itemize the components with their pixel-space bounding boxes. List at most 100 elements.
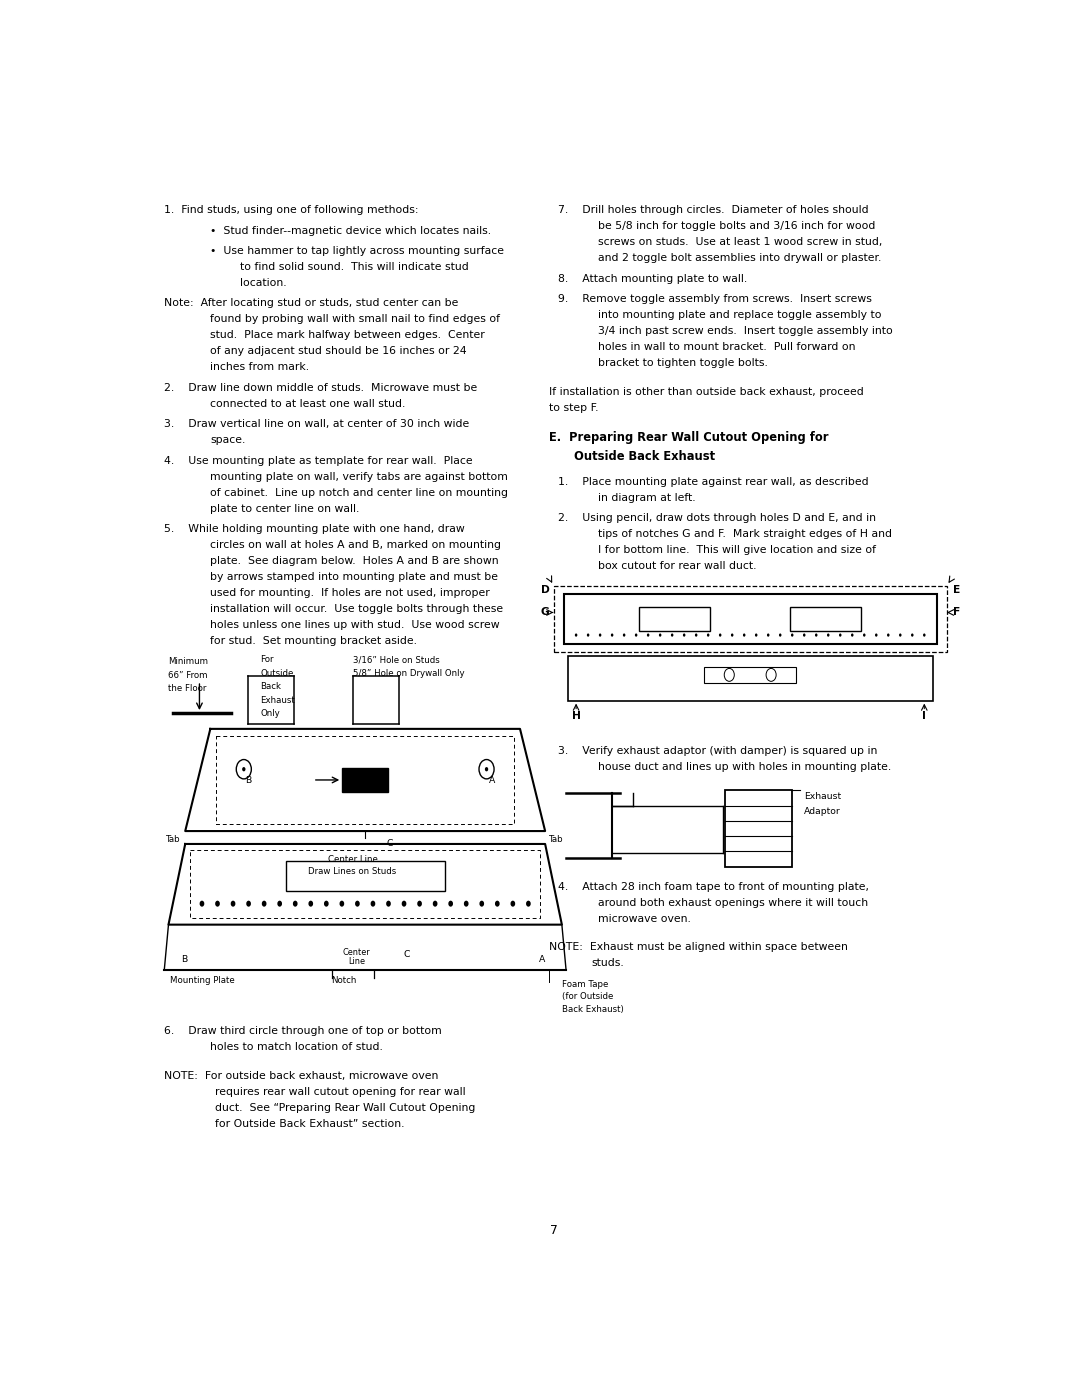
Text: holes unless one lines up with stud.  Use wood screw: holes unless one lines up with stud. Use… bbox=[211, 620, 500, 630]
Text: If installation is other than outside back exhaust, proceed: If installation is other than outside ba… bbox=[550, 387, 864, 397]
Circle shape bbox=[278, 901, 282, 907]
Text: 66” From: 66” From bbox=[168, 671, 208, 680]
Text: 3.    Draw vertical line on wall, at center of 30 inch wide: 3. Draw vertical line on wall, at center… bbox=[164, 419, 470, 429]
Text: of cabinet.  Line up notch and center line on mounting: of cabinet. Line up notch and center lin… bbox=[211, 488, 509, 497]
Text: A: A bbox=[539, 956, 545, 964]
Text: Exhaust: Exhaust bbox=[805, 792, 841, 802]
Circle shape bbox=[802, 633, 806, 637]
Text: found by probing wall with small nail to find edges of: found by probing wall with small nail to… bbox=[211, 314, 500, 324]
Text: Center Line: Center Line bbox=[327, 855, 378, 863]
Circle shape bbox=[791, 633, 794, 637]
Text: 4.    Attach 28 inch foam tape to front of mounting plate,: 4. Attach 28 inch foam tape to front of … bbox=[557, 882, 868, 891]
Text: H: H bbox=[571, 711, 581, 721]
Text: into mounting plate and replace toggle assembly to: into mounting plate and replace toggle a… bbox=[598, 310, 881, 320]
Circle shape bbox=[611, 633, 613, 637]
Text: NOTE:  Exhaust must be aligned within space between: NOTE: Exhaust must be aligned within spa… bbox=[550, 942, 848, 953]
Text: Center: Center bbox=[343, 949, 370, 957]
Text: duct.  See “Preparing Rear Wall Cutout Opening: duct. See “Preparing Rear Wall Cutout Op… bbox=[215, 1102, 475, 1112]
Text: B: B bbox=[181, 956, 187, 964]
Text: •  Use hammer to tap lightly across mounting surface: • Use hammer to tap lightly across mount… bbox=[211, 246, 504, 256]
Text: 7.    Drill holes through circles.  Diameter of holes should: 7. Drill holes through circles. Diameter… bbox=[557, 205, 868, 215]
Text: 8.    Attach mounting plate to wall.: 8. Attach mounting plate to wall. bbox=[557, 274, 747, 284]
Circle shape bbox=[731, 633, 733, 637]
Text: Tab: Tab bbox=[166, 835, 181, 844]
Text: around both exhaust openings where it will touch: around both exhaust openings where it wi… bbox=[598, 898, 868, 908]
Text: box cutout for rear wall duct.: box cutout for rear wall duct. bbox=[598, 562, 756, 571]
Circle shape bbox=[309, 901, 313, 907]
Circle shape bbox=[355, 901, 360, 907]
Circle shape bbox=[755, 633, 757, 637]
Text: be 5/8 inch for toggle bolts and 3/16 inch for wood: be 5/8 inch for toggle bolts and 3/16 in… bbox=[598, 221, 875, 232]
Circle shape bbox=[402, 901, 406, 907]
Text: installation will occur.  Use toggle bolts through these: installation will occur. Use toggle bolt… bbox=[211, 604, 503, 615]
Circle shape bbox=[215, 901, 220, 907]
Text: to step F.: to step F. bbox=[550, 402, 598, 412]
Text: 2.    Draw line down middle of studs.  Microwave must be: 2. Draw line down middle of studs. Micro… bbox=[164, 383, 477, 393]
Text: For: For bbox=[260, 655, 274, 664]
Circle shape bbox=[851, 633, 853, 637]
Text: Line: Line bbox=[349, 957, 365, 965]
Circle shape bbox=[526, 901, 530, 907]
Text: the Floor: the Floor bbox=[168, 685, 207, 693]
Text: 5.    While holding mounting plate with one hand, draw: 5. While holding mounting plate with one… bbox=[164, 524, 465, 535]
Circle shape bbox=[586, 633, 590, 637]
Text: Only: Only bbox=[260, 710, 281, 718]
Circle shape bbox=[370, 901, 375, 907]
Text: for stud.  Set mounting bracket aside.: for stud. Set mounting bracket aside. bbox=[211, 636, 417, 645]
Text: Adaptor: Adaptor bbox=[805, 806, 841, 816]
Text: 3/4 inch past screw ends.  Insert toggle assembly into: 3/4 inch past screw ends. Insert toggle … bbox=[598, 327, 892, 337]
Circle shape bbox=[683, 633, 686, 637]
Text: E.  Preparing Rear Wall Cutout Opening for: E. Preparing Rear Wall Cutout Opening fo… bbox=[550, 432, 828, 444]
Text: 4.    Use mounting plate as template for rear wall.  Place: 4. Use mounting plate as template for re… bbox=[164, 455, 473, 467]
Text: stud.  Place mark halfway between edges.  Center: stud. Place mark halfway between edges. … bbox=[211, 330, 485, 341]
Circle shape bbox=[899, 633, 902, 637]
Circle shape bbox=[767, 633, 769, 637]
Circle shape bbox=[912, 633, 914, 637]
Text: of any adjacent stud should be 16 inches or 24: of any adjacent stud should be 16 inches… bbox=[211, 346, 467, 356]
Circle shape bbox=[511, 901, 515, 907]
Circle shape bbox=[707, 633, 710, 637]
Text: NOTE:  For outside back exhaust, microwave oven: NOTE: For outside back exhaust, microwav… bbox=[164, 1071, 438, 1081]
Circle shape bbox=[417, 901, 422, 907]
Circle shape bbox=[635, 633, 637, 637]
Circle shape bbox=[387, 901, 391, 907]
Text: 2.    Using pencil, draw dots through holes D and E, and in: 2. Using pencil, draw dots through holes… bbox=[557, 513, 876, 524]
Text: Outside Back Exhaust: Outside Back Exhaust bbox=[575, 450, 716, 462]
Text: Tab: Tab bbox=[550, 835, 564, 844]
Text: location.: location. bbox=[240, 278, 286, 288]
Circle shape bbox=[623, 633, 625, 637]
Text: requires rear wall cutout opening for rear wall: requires rear wall cutout opening for re… bbox=[215, 1087, 465, 1097]
Text: (for Outside: (for Outside bbox=[562, 992, 613, 1002]
Text: Notch: Notch bbox=[332, 977, 356, 985]
Text: plate.  See diagram below.  Holes A and B are shown: plate. See diagram below. Holes A and B … bbox=[211, 556, 499, 566]
Text: plate to center line on wall.: plate to center line on wall. bbox=[211, 504, 360, 514]
Text: space.: space. bbox=[211, 436, 246, 446]
Text: B: B bbox=[245, 775, 252, 785]
Text: I for bottom line.  This will give location and size of: I for bottom line. This will give locati… bbox=[598, 545, 876, 555]
Text: studs.: studs. bbox=[591, 958, 624, 968]
Text: inches from mark.: inches from mark. bbox=[211, 362, 310, 372]
Circle shape bbox=[827, 633, 829, 637]
Circle shape bbox=[647, 633, 649, 637]
Circle shape bbox=[495, 901, 500, 907]
Text: holes to match location of stud.: holes to match location of stud. bbox=[211, 1042, 383, 1052]
Text: holes in wall to mount bracket.  Pull forward on: holes in wall to mount bracket. Pull for… bbox=[598, 342, 855, 352]
Circle shape bbox=[815, 633, 818, 637]
Text: house duct and lines up with holes in mounting plate.: house duct and lines up with holes in mo… bbox=[598, 761, 891, 773]
Circle shape bbox=[231, 901, 235, 907]
Circle shape bbox=[839, 633, 841, 637]
Circle shape bbox=[480, 901, 484, 907]
Text: Foam Tape: Foam Tape bbox=[562, 979, 608, 989]
Text: Mounting Plate: Mounting Plate bbox=[170, 977, 234, 985]
Circle shape bbox=[246, 901, 251, 907]
Text: 9.    Remove toggle assembly from screws.  Insert screws: 9. Remove toggle assembly from screws. I… bbox=[557, 295, 872, 305]
Text: Outside: Outside bbox=[260, 669, 294, 678]
Text: •  Stud finder--magnetic device which locates nails.: • Stud finder--magnetic device which loc… bbox=[211, 226, 491, 236]
Circle shape bbox=[242, 767, 245, 771]
Circle shape bbox=[863, 633, 865, 637]
Text: 1.    Place mounting plate against rear wall, as described: 1. Place mounting plate against rear wal… bbox=[557, 476, 868, 486]
Text: Minimum: Minimum bbox=[168, 657, 208, 666]
Circle shape bbox=[293, 901, 298, 907]
Text: F: F bbox=[953, 608, 960, 617]
Circle shape bbox=[598, 633, 602, 637]
